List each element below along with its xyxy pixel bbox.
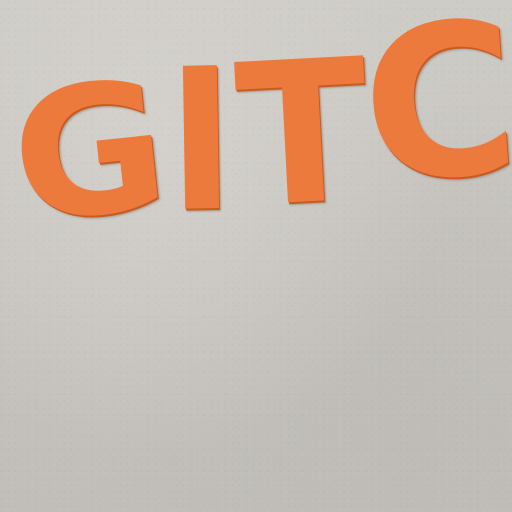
orange-letter-sign: G I T C bbox=[2, 0, 512, 263]
sign-letter-t: T bbox=[231, 17, 374, 252]
sign-letter-c: C bbox=[354, 0, 512, 231]
sign-letter-i: I bbox=[165, 26, 237, 256]
sign-letter-g: G bbox=[2, 41, 177, 263]
